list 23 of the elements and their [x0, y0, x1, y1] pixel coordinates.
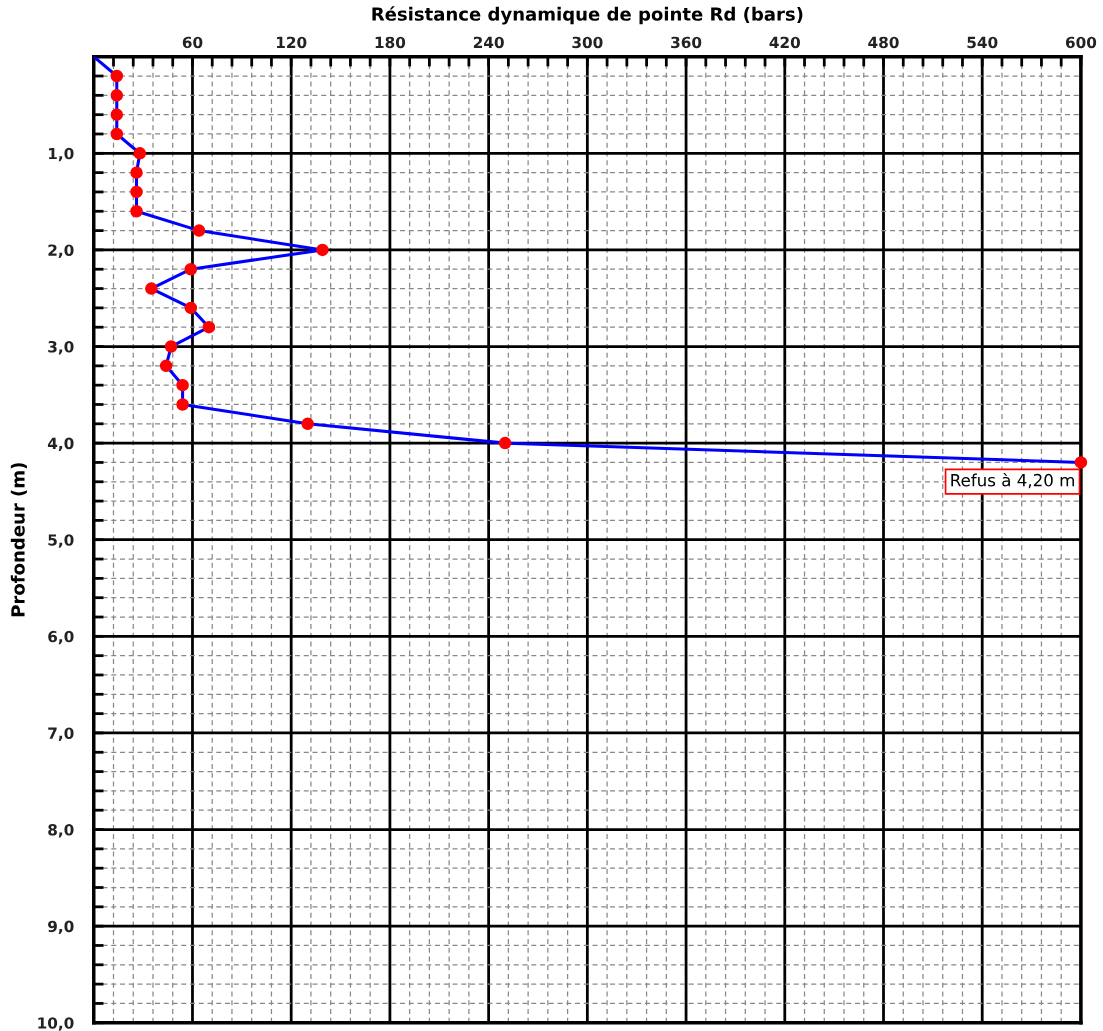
x-tick-label: 300 — [572, 36, 603, 49]
x-tick-label: 120 — [276, 36, 307, 49]
x-tick-label: 360 — [671, 36, 702, 49]
y-tick-label: 4,0 — [47, 437, 74, 452]
y-tick-label: 3,0 — [48, 340, 74, 355]
annotation: Refus à 4,20 m — [951, 472, 1074, 489]
y-axis-title: Profondeur (m) — [10, 463, 27, 617]
y-tick-label: 7,0 — [48, 727, 74, 741]
y-tick-label: 2,0 — [48, 244, 74, 258]
x-tick-label: 480 — [868, 36, 899, 49]
x-tick-label: 540 — [967, 36, 998, 49]
y-tick-label: 9,0 — [48, 920, 74, 935]
chart-title: Résistance dynamique de pointe Rd (bars) — [372, 6, 803, 25]
y-tick-label: 8,0 — [48, 824, 74, 838]
x-tick-label: 420 — [769, 36, 800, 49]
y-tick-label: 6,0 — [48, 630, 74, 645]
x-tick-label: 180 — [375, 36, 406, 49]
y-tick-label: 5,0 — [48, 534, 74, 548]
x-tick-label: 240 — [473, 36, 504, 49]
y-tick-label: 10,0 — [38, 1017, 74, 1031]
y-tick-label: 1,0 — [48, 147, 74, 162]
x-tick-label: 60 — [182, 36, 203, 49]
x-tick-label: 600 — [1065, 36, 1097, 49]
